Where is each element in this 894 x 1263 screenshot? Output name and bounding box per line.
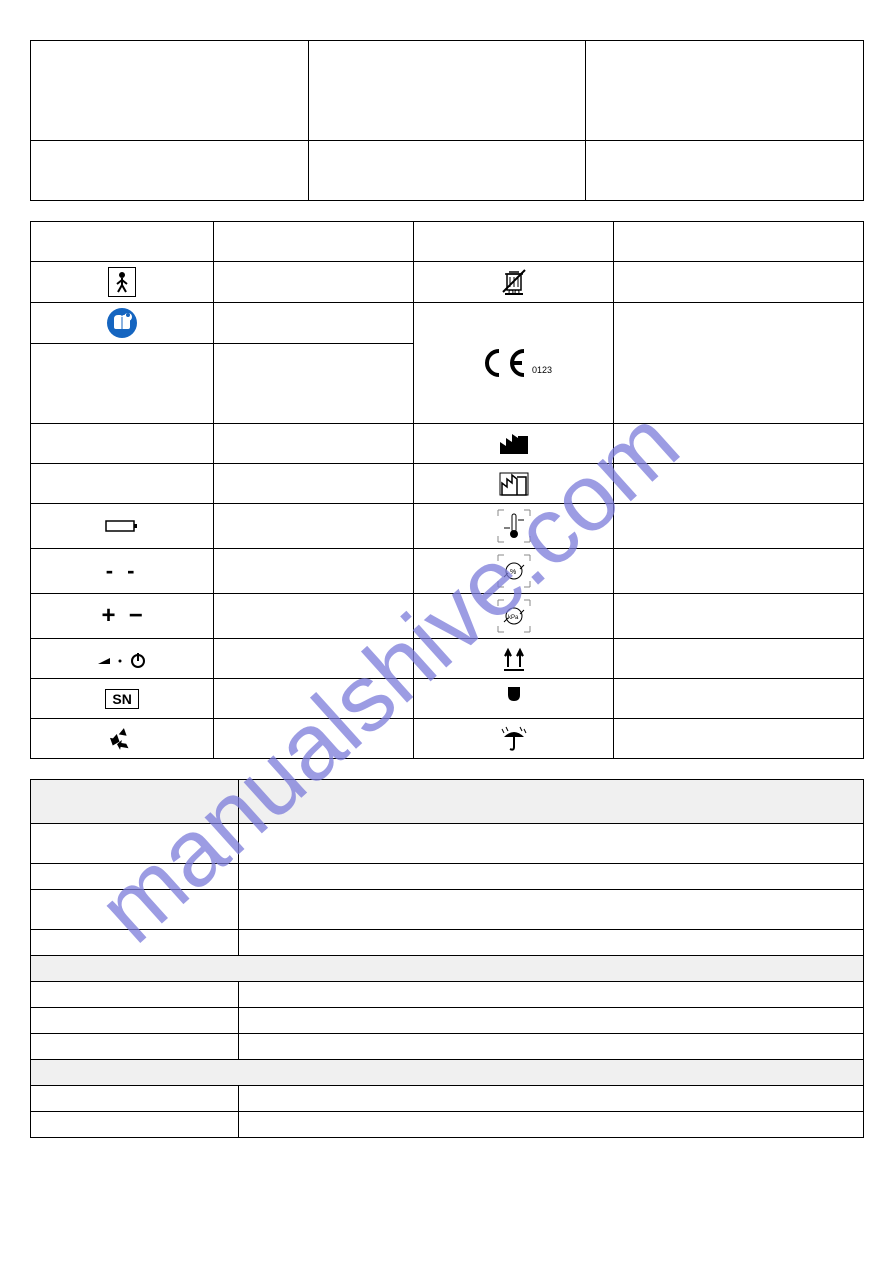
table3-cell — [31, 982, 239, 1008]
table2-desc — [614, 303, 864, 424]
empty-icon-cell — [31, 464, 214, 504]
table2-desc — [214, 594, 414, 639]
table2-desc — [214, 464, 414, 504]
table2-desc — [214, 344, 414, 424]
date-icon-cell — [414, 464, 614, 504]
table3-cell — [239, 1034, 864, 1060]
table3-cell — [239, 1112, 864, 1138]
table2-desc — [614, 639, 864, 679]
table2-desc — [614, 594, 864, 639]
keep-dry-icon-cell — [414, 719, 614, 759]
specs-table — [30, 779, 864, 1138]
table2-desc — [614, 262, 864, 303]
this-way-up-icon-cell — [414, 639, 614, 679]
table1-cell — [31, 141, 309, 201]
pressure-icon-cell: kPa — [414, 594, 614, 639]
bf-type-icon-cell — [31, 262, 214, 303]
battery-icon-cell — [31, 504, 214, 549]
table1-cell — [308, 41, 586, 141]
table2-desc — [614, 719, 864, 759]
table3-cell — [31, 864, 239, 890]
recycle-icon-cell — [31, 719, 214, 759]
table3-cell — [31, 1034, 239, 1060]
keep-dry-icon — [500, 725, 528, 753]
table2-hdr — [414, 222, 614, 262]
manual-icon-cell — [31, 303, 214, 344]
standby-icon-cell: - - — [31, 549, 214, 594]
table3-cell — [31, 1086, 239, 1112]
table1-cell — [31, 41, 309, 141]
plusminus-icon: + − — [101, 602, 142, 629]
table3-cell — [31, 890, 239, 930]
table2-hdr — [214, 222, 414, 262]
table2-desc — [614, 679, 864, 719]
table2-desc — [614, 464, 864, 504]
table2-desc — [614, 549, 864, 594]
svg-text:0123: 0123 — [532, 365, 552, 375]
table2-hdr — [614, 222, 864, 262]
table1-cell — [586, 141, 864, 201]
table3-hdr — [31, 780, 239, 824]
weee-icon-cell — [414, 262, 614, 303]
ce-icon-cell: 0123 — [414, 303, 614, 424]
table2-hdr — [31, 222, 214, 262]
table3-cell — [239, 930, 864, 956]
table3-cell — [239, 982, 864, 1008]
table3-cell — [239, 824, 864, 864]
table2-desc — [614, 424, 864, 464]
svg-text:kPa: kPa — [508, 615, 519, 621]
table3-subhdr — [31, 956, 864, 982]
recycle-icon — [108, 725, 136, 753]
pressure-icon: kPa — [496, 598, 532, 634]
table1-cell — [308, 141, 586, 201]
this-way-up-icon — [500, 645, 528, 673]
table2-desc — [214, 424, 414, 464]
weee-icon — [499, 266, 529, 298]
symbols-table: 0123 - - % — [30, 221, 864, 759]
table1-cell — [586, 41, 864, 141]
fragile-icon-cell — [414, 679, 614, 719]
table3-subhdr — [31, 1060, 864, 1086]
table2-desc — [214, 303, 414, 344]
manual-icon — [106, 307, 138, 339]
table3-cell — [239, 890, 864, 930]
table3-cell — [239, 1086, 864, 1112]
empty-icon-cell — [31, 424, 214, 464]
ce-icon: 0123 — [474, 343, 554, 383]
volume-power-icon-cell — [31, 639, 214, 679]
humidity-icon: % — [496, 553, 532, 589]
table3-hdr — [239, 780, 864, 824]
date-icon — [498, 471, 530, 497]
problem-table — [30, 40, 864, 201]
table2-desc — [614, 504, 864, 549]
temp-limit-icon-cell — [414, 504, 614, 549]
volume-power-icon — [92, 650, 152, 668]
fragile-icon — [502, 685, 526, 713]
table3-cell — [239, 864, 864, 890]
table2-desc — [214, 504, 414, 549]
table2-desc — [214, 679, 414, 719]
table3-cell — [31, 1112, 239, 1138]
sn-icon-cell: SN — [31, 679, 214, 719]
manufacturer-icon-cell — [414, 424, 614, 464]
svg-text:%: % — [510, 569, 516, 576]
table2-desc — [214, 639, 414, 679]
table3-cell — [239, 1008, 864, 1034]
sn-icon: SN — [105, 689, 138, 709]
standby-icon: - - — [106, 558, 139, 583]
table2-desc — [214, 262, 414, 303]
table2-desc — [214, 549, 414, 594]
humidity-icon-cell: % — [414, 549, 614, 594]
manufacturer-icon — [498, 432, 530, 456]
temp-limit-icon — [496, 508, 532, 544]
table3-cell — [31, 930, 239, 956]
plusminus-icon-cell: + − — [31, 594, 214, 639]
table3-cell — [31, 824, 239, 864]
table3-cell — [31, 1008, 239, 1034]
table2-desc — [214, 719, 414, 759]
bf-type-icon — [108, 267, 136, 297]
empty-icon-cell — [31, 344, 214, 424]
battery-icon — [104, 518, 140, 534]
